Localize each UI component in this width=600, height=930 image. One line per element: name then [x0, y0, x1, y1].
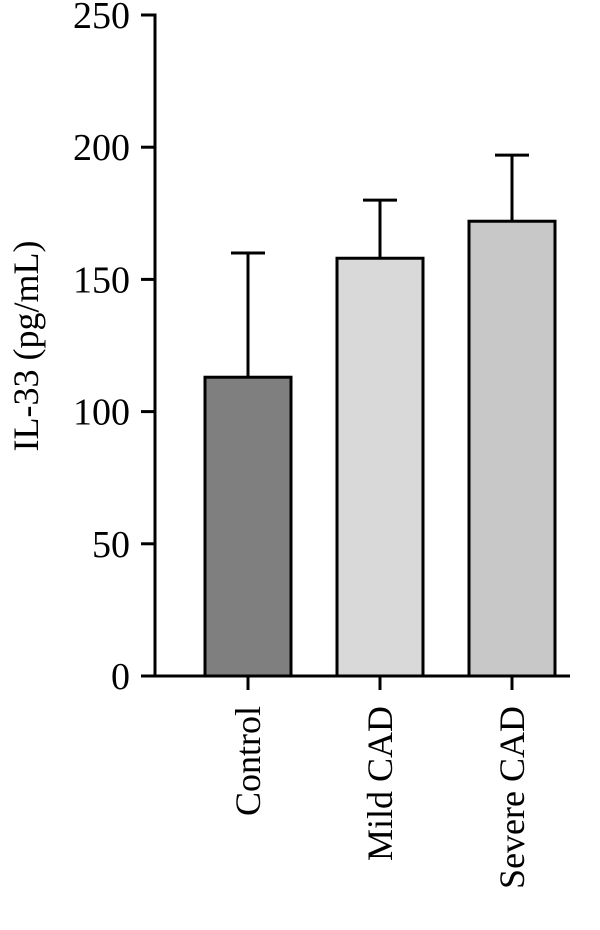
y-tick-label: 100: [73, 392, 130, 434]
y-tick-label: 250: [73, 0, 130, 37]
x-tick-label: Mild CAD: [360, 706, 400, 861]
y-tick-label: 200: [73, 127, 130, 169]
y-axis: 0 50 100 150 200 250: [73, 0, 157, 698]
y-tick-label: 150: [73, 259, 130, 301]
error-bars: [231, 153, 529, 378]
bars: [203, 219, 557, 678]
bar-control: [203, 375, 293, 678]
x-axis: Control Mild CAD Severe CAD: [153, 674, 570, 889]
x-tick-label: Severe CAD: [492, 706, 532, 889]
bar-severe-cad: [467, 219, 557, 678]
x-tick-label: Control: [228, 706, 268, 816]
y-axis-title: IL-33 (pg/mL): [6, 241, 46, 452]
y-tick-label: 50: [92, 524, 130, 566]
y-tick-label: 0: [111, 656, 130, 698]
bar-mild-cad: [335, 256, 425, 678]
